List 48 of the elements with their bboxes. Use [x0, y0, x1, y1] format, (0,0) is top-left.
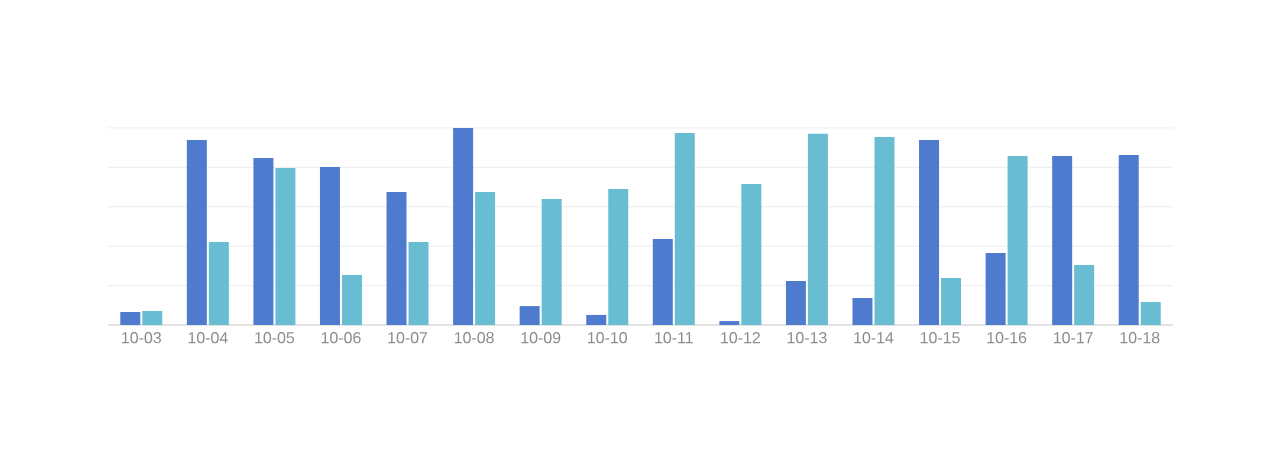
bar: [874, 137, 895, 325]
bar: [519, 306, 540, 325]
bar: [807, 133, 828, 325]
x-tick-label: 10-18: [1120, 332, 1160, 344]
bar: [1074, 264, 1095, 325]
bar: [719, 321, 740, 325]
bar: [208, 242, 229, 325]
x-tick-label: 10-09: [521, 332, 561, 344]
bar: [586, 314, 607, 325]
bar: [120, 311, 141, 325]
bar: [319, 166, 340, 325]
bar: [652, 238, 673, 325]
bar: [475, 191, 496, 325]
bar: [1007, 155, 1028, 325]
bar: [453, 127, 474, 325]
x-tick-label: 10-15: [920, 332, 960, 344]
bar: [253, 157, 274, 325]
bar: [741, 183, 762, 325]
x-tick-label: 10-16: [987, 332, 1027, 344]
bar: [1118, 154, 1139, 325]
x-tick-label: 10-14: [854, 332, 894, 344]
bar: [941, 277, 962, 325]
x-tick-label: 10-10: [588, 332, 627, 344]
bar: [275, 167, 296, 325]
bar: [919, 139, 940, 325]
bar: [985, 253, 1006, 325]
bar: [386, 191, 407, 325]
x-tick-label: 10-07: [388, 332, 428, 344]
bar: [674, 132, 695, 325]
x-tick-label: 10-13: [787, 332, 827, 344]
bar: [408, 242, 429, 325]
bar: [341, 274, 362, 325]
bar: [785, 281, 806, 325]
x-tick-label: 10-17: [1054, 332, 1093, 344]
x-tick-label: 10-12: [721, 332, 760, 344]
bar: [541, 198, 562, 325]
bar: [852, 298, 873, 325]
bar: [1052, 155, 1073, 325]
bar: [1140, 301, 1161, 325]
bar: [186, 139, 207, 325]
bar: [142, 311, 163, 325]
x-tick-label: 10-05: [255, 332, 295, 344]
x-tick-label: 10-06: [321, 332, 361, 344]
bar: [608, 189, 629, 325]
x-tick-label: 10-08: [454, 332, 494, 344]
x-tick-label: 10-03: [122, 332, 161, 344]
x-tick-label: 10-04: [188, 332, 228, 344]
x-tick-label: 10-11: [655, 332, 693, 344]
